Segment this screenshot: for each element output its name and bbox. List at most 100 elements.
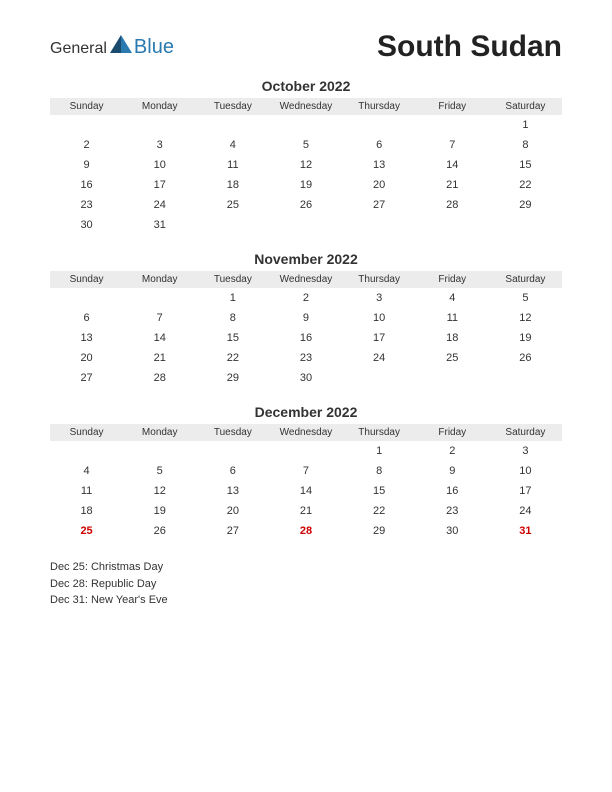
- logo: General Blue: [50, 35, 174, 59]
- calendar-cell: 5: [489, 288, 562, 308]
- calendar-cell: 23: [50, 195, 123, 215]
- calendar-cell: 24: [343, 348, 416, 368]
- calendar-row: 9101112131415: [50, 155, 562, 175]
- calendar-cell: [123, 288, 196, 308]
- day-header: Monday: [123, 424, 196, 441]
- calendar-cell: [269, 441, 342, 461]
- day-header: Tuesday: [196, 424, 269, 441]
- day-header: Saturday: [489, 98, 562, 115]
- calendar-cell: 13: [196, 481, 269, 501]
- calendar-row: 1: [50, 115, 562, 135]
- day-header: Wednesday: [269, 424, 342, 441]
- calendar-cell: 5: [269, 135, 342, 155]
- calendar-cell: 9: [50, 155, 123, 175]
- holiday-note: Dec 31: New Year's Eve: [50, 592, 562, 609]
- calendar-row: 25262728293031: [50, 521, 562, 541]
- month-title: October 2022: [50, 78, 562, 94]
- calendar-cell: 21: [269, 501, 342, 521]
- calendar-cell: [196, 115, 269, 135]
- day-header: Sunday: [50, 271, 123, 288]
- day-header: Thursday: [343, 271, 416, 288]
- calendar-cell: [50, 288, 123, 308]
- calendar-cell: 2: [269, 288, 342, 308]
- calendar-month: December 2022 SundayMondayTuesdayWednesda…: [50, 404, 562, 541]
- calendar-cell: 9: [269, 308, 342, 328]
- calendar-cell: [123, 441, 196, 461]
- calendar-cell: [196, 441, 269, 461]
- calendar-cell: 28: [416, 195, 489, 215]
- calendar-row: 123: [50, 441, 562, 461]
- calendar-cell: 6: [343, 135, 416, 155]
- calendar-cell: 1: [196, 288, 269, 308]
- calendar-cell: 30: [416, 521, 489, 541]
- calendar-cell: 14: [416, 155, 489, 175]
- calendar-cell: 20: [50, 348, 123, 368]
- day-header: Tuesday: [196, 271, 269, 288]
- calendar-cell: 3: [123, 135, 196, 155]
- day-header: Friday: [416, 424, 489, 441]
- calendar-cell: 3: [489, 441, 562, 461]
- calendar-cell: 20: [196, 501, 269, 521]
- logo-triangle-icon: [110, 35, 132, 53]
- calendar-cell: [416, 215, 489, 235]
- calendar-cell: 12: [123, 481, 196, 501]
- calendar-cell: 16: [269, 328, 342, 348]
- holiday-note: Dec 25: Christmas Day: [50, 559, 562, 576]
- calendar-row: 20212223242526: [50, 348, 562, 368]
- calendar-row: 23242526272829: [50, 195, 562, 215]
- calendar-month: November 2022SundayMondayTuesdayWednesda…: [50, 251, 562, 388]
- calendar-table: SundayMondayTuesdayWednesdayThursdayFrid…: [50, 424, 562, 541]
- calendar-row: 27282930: [50, 368, 562, 388]
- calendar-cell: 10: [123, 155, 196, 175]
- calendar-cell: 7: [269, 461, 342, 481]
- calendar-cell: [50, 115, 123, 135]
- calendar-cell: [489, 215, 562, 235]
- holiday-note: Dec 28: Republic Day: [50, 576, 562, 593]
- calendar-cell: [50, 441, 123, 461]
- calendar-cell: 25: [196, 195, 269, 215]
- day-header: Thursday: [343, 98, 416, 115]
- logo-text-blue: Blue: [134, 36, 174, 59]
- calendar-cell: 30: [269, 368, 342, 388]
- day-header: Sunday: [50, 424, 123, 441]
- calendar-cell: 22: [489, 175, 562, 195]
- calendar-cell: [343, 115, 416, 135]
- calendar-cell: 6: [50, 308, 123, 328]
- calendar-cell: 2: [416, 441, 489, 461]
- calendar-row: 11121314151617: [50, 481, 562, 501]
- calendar-cell: [343, 215, 416, 235]
- calendar-cell: 11: [196, 155, 269, 175]
- calendar-row: 18192021222324: [50, 501, 562, 521]
- calendar-cell: 19: [123, 501, 196, 521]
- calendar-cell: 6: [196, 461, 269, 481]
- calendar-cell: 16: [416, 481, 489, 501]
- calendar-cell: 26: [489, 348, 562, 368]
- calendar-cell: 17: [343, 328, 416, 348]
- calendar-cell: 18: [196, 175, 269, 195]
- calendar-cell: 16: [50, 175, 123, 195]
- calendar-cell: 12: [269, 155, 342, 175]
- calendar-cell: 22: [343, 501, 416, 521]
- calendar-cell: 8: [489, 135, 562, 155]
- calendar-cell: 1: [343, 441, 416, 461]
- calendar-row: 2345678: [50, 135, 562, 155]
- day-header: Sunday: [50, 98, 123, 115]
- calendar-cell: [489, 368, 562, 388]
- calendar-row: 13141516171819: [50, 328, 562, 348]
- header: General Blue South Sudan: [50, 30, 562, 64]
- calendar-cell: 13: [343, 155, 416, 175]
- day-header: Friday: [416, 98, 489, 115]
- calendar-cell: 14: [269, 481, 342, 501]
- calendar-cell: 29: [489, 195, 562, 215]
- calendar-cell: 10: [343, 308, 416, 328]
- day-header: Saturday: [489, 424, 562, 441]
- calendar-cell: 28: [269, 521, 342, 541]
- calendar-cell: 15: [489, 155, 562, 175]
- calendar-cell: 8: [196, 308, 269, 328]
- calendar-cell: 31: [123, 215, 196, 235]
- month-title: December 2022: [50, 404, 562, 420]
- calendar-cell: 4: [416, 288, 489, 308]
- day-header: Monday: [123, 271, 196, 288]
- calendar-cell: [343, 368, 416, 388]
- calendar-row: 45678910: [50, 461, 562, 481]
